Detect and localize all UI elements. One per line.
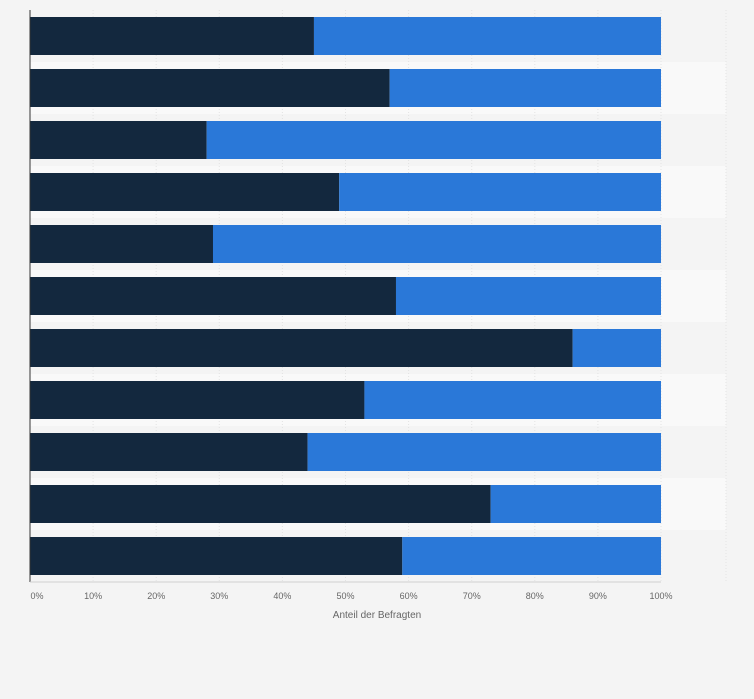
- x-tick-label: 90%: [589, 591, 607, 601]
- x-axis: 0% 10% 20% 30% 40% 50% 60% 70% 80% 90% 100%: [29, 10, 673, 601]
- bar-segment-1: [30, 121, 207, 159]
- x-tick-label: 50%: [336, 591, 354, 601]
- x-tick-label: 70%: [463, 591, 481, 601]
- x-tick-label: 30%: [210, 591, 228, 601]
- bar-segment-1: [30, 225, 213, 263]
- bar-segment-2: [339, 173, 661, 211]
- bar-segment-1: [30, 433, 308, 471]
- bar-segment-2: [206, 121, 661, 159]
- x-tick-label: 40%: [273, 591, 291, 601]
- bar-segment-1: [30, 537, 403, 575]
- bar-segment-1: [30, 69, 390, 107]
- bar-segment-1: [30, 381, 365, 419]
- bar-segment-2: [389, 69, 661, 107]
- x-tick-label: 10%: [84, 591, 102, 601]
- bar-segment-1: [30, 329, 573, 367]
- x-tick-label: 0%: [30, 591, 43, 601]
- bar-segment-1: [30, 277, 396, 315]
- bar-segment-2: [313, 17, 661, 55]
- bar-segment-2: [212, 225, 662, 263]
- bar-segment-2: [490, 485, 661, 523]
- bar-segment-1: [30, 173, 340, 211]
- x-tick-label: 60%: [400, 591, 418, 601]
- x-tick-label: 80%: [526, 591, 544, 601]
- bar-segment-2: [364, 381, 661, 419]
- bar-segment-1: [30, 17, 314, 55]
- bar-segment-2: [572, 329, 661, 367]
- x-tick-label: 20%: [147, 591, 165, 601]
- bar-segment-2: [307, 433, 661, 471]
- bar-segment-1: [30, 485, 491, 523]
- bar-segment-2: [402, 537, 661, 575]
- x-axis-title: Anteil der Befragten: [333, 610, 421, 621]
- bars: [30, 17, 662, 575]
- bar-segment-2: [395, 277, 661, 315]
- x-tick-label: 100%: [649, 591, 672, 601]
